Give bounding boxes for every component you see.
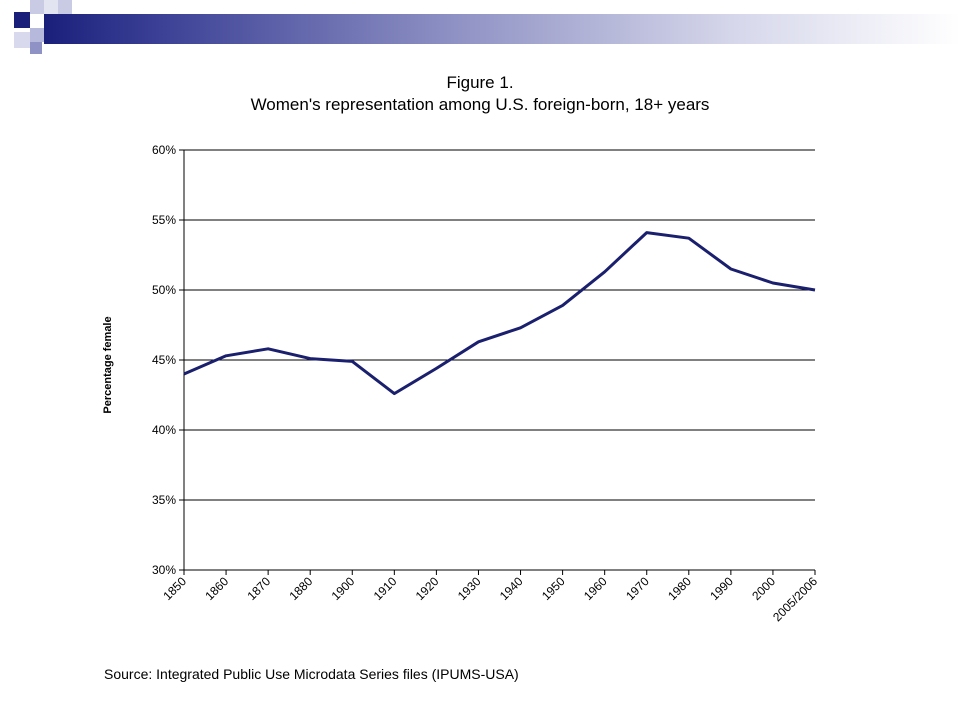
x-tick-label: 2000 (749, 574, 778, 603)
decor-square-medium (30, 42, 42, 54)
y-tick-label: 55% (152, 213, 176, 227)
y-tick-label: 40% (152, 423, 176, 437)
y-tick-label: 60% (152, 143, 176, 157)
x-tick-label: 1860 (202, 574, 231, 603)
x-tick-label: 1850 (160, 574, 189, 603)
decor-square-light (30, 0, 44, 14)
x-tick-label: 1990 (707, 574, 736, 603)
y-tick-label: 50% (152, 283, 176, 297)
x-tick-label: 2005/2006 (770, 574, 820, 624)
source-note: Source: Integrated Public Use Microdata … (104, 666, 519, 682)
x-tick-label: 1870 (244, 574, 273, 603)
decor-square-dark (14, 12, 30, 28)
x-tick-label: 1950 (539, 574, 568, 603)
x-tick-label: 1900 (329, 574, 358, 603)
y-axis-label: Percentage female (102, 316, 114, 413)
x-tick-label: 1970 (623, 574, 652, 603)
x-tick-label: 1920 (413, 574, 442, 603)
y-tick-label: 30% (152, 563, 176, 577)
decor-square-light (44, 0, 58, 14)
chart-subtitle: Women's representation among U.S. foreig… (250, 95, 710, 114)
decor-square-light (14, 32, 30, 48)
x-tick-label: 1980 (665, 574, 694, 603)
x-tick-label: 1910 (371, 574, 400, 603)
x-tick-label: 1880 (287, 574, 316, 603)
decor-square-light (58, 0, 72, 14)
series-line (183, 231, 816, 396)
chart-title: Figure 1. (446, 73, 514, 92)
decor-square-light (30, 28, 44, 42)
header-banner (44, 14, 960, 44)
x-tick-label: 1940 (497, 574, 526, 603)
y-tick-label: 45% (152, 353, 176, 367)
y-tick-label: 35% (152, 493, 176, 507)
x-tick-label: 1960 (581, 574, 610, 603)
x-tick-label: 1930 (455, 574, 484, 603)
